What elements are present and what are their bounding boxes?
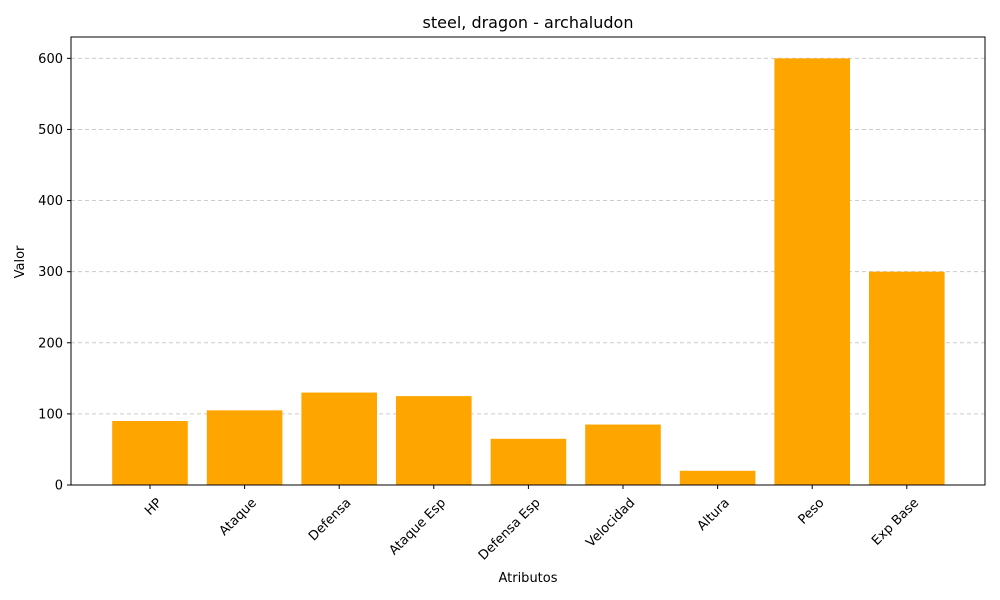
- x-tick-label: Ataque Esp: [386, 496, 449, 559]
- y-tick-label: 600: [38, 52, 63, 67]
- plot-frame: [70, 36, 986, 486]
- x-tick-label: Defensa: [306, 496, 354, 544]
- bar-hp: [112, 421, 188, 485]
- bars: [112, 58, 945, 485]
- x-tick-label: HP: [142, 496, 165, 519]
- bar-altura: [679, 470, 756, 485]
- bar-ataque: [206, 410, 283, 485]
- bar-ataque-esp: [396, 396, 472, 485]
- y-tick-label: 0: [55, 479, 63, 494]
- x-axis-ticks: HP Ataque Defensa Ataque Esp Defensa Esp Velo…: [142, 485, 922, 563]
- y-tick-label: 100: [38, 407, 63, 422]
- x-tick-label: Velocidad: [583, 496, 638, 551]
- y-tick-label: 400: [38, 194, 63, 209]
- y-tick-label: 200: [38, 336, 63, 351]
- bar-exp-base: [869, 271, 945, 485]
- x-tick-label: Exp Base: [869, 496, 922, 549]
- y-tick-label: 500: [38, 123, 63, 138]
- bar-peso: [774, 58, 850, 485]
- bar-defensa-esp: [490, 438, 567, 485]
- x-tick-label: Altura: [695, 496, 733, 534]
- x-tick-label: Ataque: [217, 496, 260, 539]
- bar-defensa: [301, 392, 377, 485]
- x-tick-label: Peso: [796, 496, 828, 528]
- y-tick-label: 300: [38, 265, 63, 280]
- y-axis-ticks: 0 100 200 300 400 500 600: [38, 52, 71, 494]
- y-axis-label: Valor: [13, 245, 28, 278]
- x-axis-label: Atributos: [498, 571, 557, 586]
- x-tick-label: Defensa Esp: [476, 496, 544, 564]
- bar-velocidad: [585, 424, 661, 485]
- gridlines: [71, 57, 985, 415]
- chart-title: steel, dragon - archaludon: [423, 13, 634, 32]
